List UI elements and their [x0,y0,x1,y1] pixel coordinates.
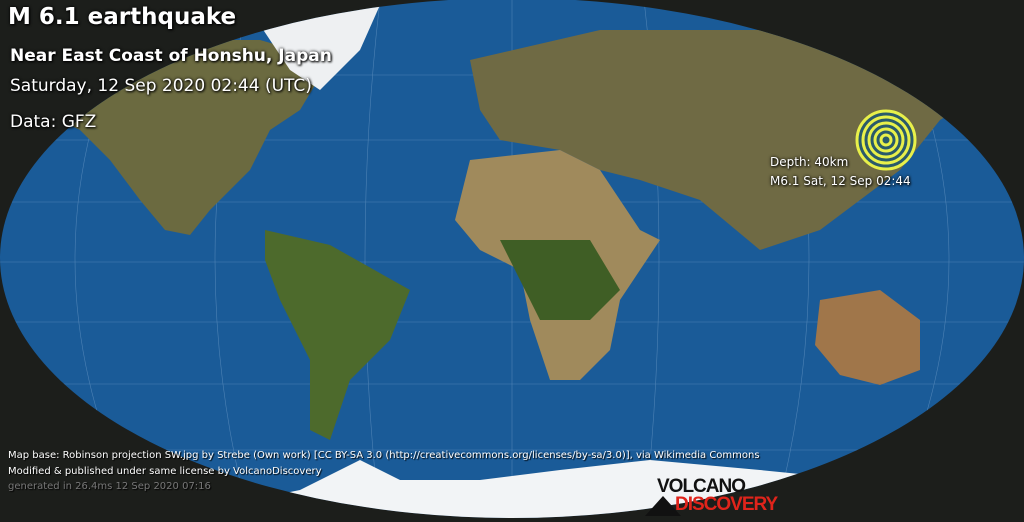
event-label: M6.1 Sat, 12 Sep 02:44 [770,174,911,188]
license-credit: Modified & published under same license … [8,466,322,477]
greenland [250,5,380,90]
event-datetime: Saturday, 12 Sep 2020 02:44 (UTC) [10,76,312,96]
generated-info: generated in 26.4ms 12 Sep 2020 07:16 [8,481,211,492]
volcano-icon [645,496,681,516]
logo-text-bottom: DISCOVERY [675,494,778,515]
map-credit: Map base: Robinson projection SW.jpg by … [8,450,760,461]
page-title: M 6.1 earthquake [8,4,237,30]
data-source: Data: GFZ [10,112,97,132]
south-america [265,230,410,440]
logo-text-top: VOLCANO [657,476,746,497]
eurasia [470,30,990,250]
depth-label: Depth: 40km [770,155,849,169]
epicenter-rings-icon[interactable] [855,109,917,171]
volcanodiscovery-logo[interactable]: VOLCANO DISCOVERY [645,476,778,516]
australia [815,290,920,385]
region-name: Near East Coast of Honshu, Japan [10,46,332,66]
